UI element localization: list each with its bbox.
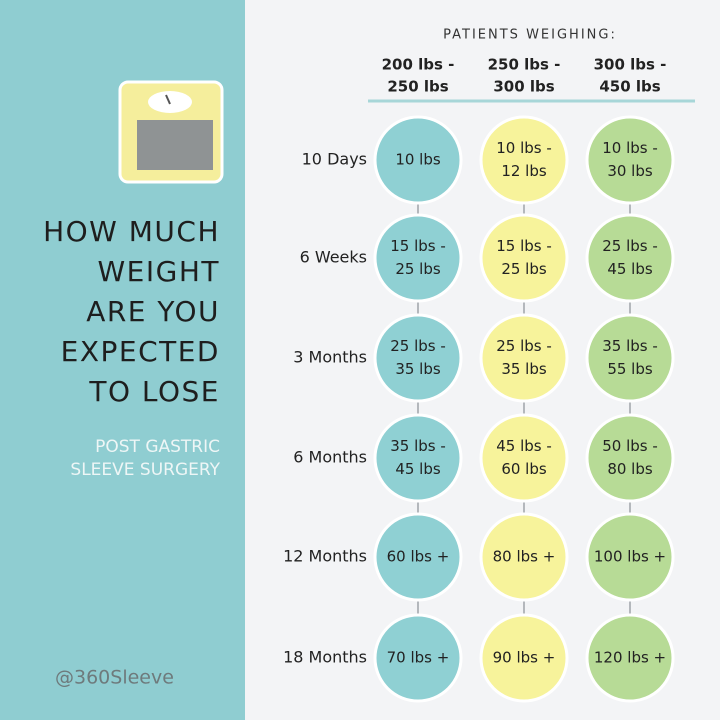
cell-circle [373, 413, 463, 503]
cell-circle [479, 115, 569, 205]
cell-circle [585, 313, 675, 403]
row-label: 18 Months [283, 648, 367, 667]
cell-circle [585, 613, 675, 703]
cell-circle [479, 512, 569, 602]
cell-circle [479, 213, 569, 303]
cell-circle [585, 115, 675, 205]
row-label: 3 Months [293, 348, 367, 367]
subtitle-line: POST GASTRIC [95, 437, 220, 457]
cell-text: 35 lbs [395, 360, 441, 378]
cell-text: 45 lbs [607, 260, 653, 278]
cell-circle [479, 613, 569, 703]
cell-text: 10 lbs [395, 151, 441, 169]
column-header: 250 lbs - [488, 56, 561, 74]
cell-text: 45 lbs - [496, 437, 552, 455]
title-line: EXPECTED [61, 335, 220, 368]
scale-icon [118, 80, 224, 184]
cell-text: 80 lbs [607, 460, 653, 478]
cell-text: 10 lbs - [602, 139, 658, 157]
cell-text: 80 lbs + [493, 548, 556, 566]
column-header: 200 lbs - [382, 56, 455, 74]
column-header: 300 lbs [493, 78, 554, 96]
cell-text: 12 lbs [501, 162, 547, 180]
cell-text: 50 lbs - [602, 437, 658, 455]
row-label: 6 Weeks [300, 248, 367, 267]
title-line: HOW MUCH [43, 215, 220, 248]
row-label: 10 Days [302, 150, 367, 169]
cell-circle [373, 115, 463, 205]
cell-text: 55 lbs [607, 360, 653, 378]
title-line: TO LOSE [88, 375, 220, 408]
row-label: 6 Months [293, 448, 367, 467]
cell-text: 30 lbs [607, 162, 653, 180]
cell-circle [585, 512, 675, 602]
cell-text: 45 lbs [395, 460, 441, 478]
cell-circle [373, 213, 463, 303]
cell-text: 15 lbs - [496, 237, 552, 255]
cell-circle [373, 613, 463, 703]
cell-circle [585, 213, 675, 303]
cell-text: 70 lbs + [387, 649, 450, 667]
cell-text: 15 lbs - [390, 237, 446, 255]
cell-text: 25 lbs - [602, 237, 658, 255]
cell-text: 10 lbs - [496, 139, 552, 157]
cell-circle [373, 313, 463, 403]
cell-circle [479, 413, 569, 503]
table-header: PATIENTS WEIGHING: [443, 28, 617, 43]
handle: @360Sleeve [55, 667, 174, 689]
cell-circle [479, 313, 569, 403]
cell-text: 25 lbs [501, 260, 547, 278]
cell-text: 25 lbs [395, 260, 441, 278]
cell-text: 25 lbs - [496, 337, 552, 355]
cell-text: 120 lbs + [594, 649, 666, 667]
cell-text: 100 lbs + [594, 548, 666, 566]
cell-text: 25 lbs - [390, 337, 446, 355]
title-line: ARE YOU [86, 295, 220, 328]
title-line: WEIGHT [98, 255, 221, 288]
cell-text: 90 lbs + [493, 649, 556, 667]
cell-text: 35 lbs - [390, 437, 446, 455]
cell-circle [373, 512, 463, 602]
column-header: 300 lbs - [594, 56, 667, 74]
subtitle-line: SLEEVE SURGERY [70, 460, 220, 480]
cell-circle [585, 413, 675, 503]
cell-text: 35 lbs [501, 360, 547, 378]
column-header: 450 lbs [599, 78, 660, 96]
cell-text: 35 lbs - [602, 337, 658, 355]
row-label: 12 Months [283, 547, 367, 566]
cell-text: 60 lbs + [387, 548, 450, 566]
cell-text: 60 lbs [501, 460, 547, 478]
column-header: 250 lbs [387, 78, 448, 96]
